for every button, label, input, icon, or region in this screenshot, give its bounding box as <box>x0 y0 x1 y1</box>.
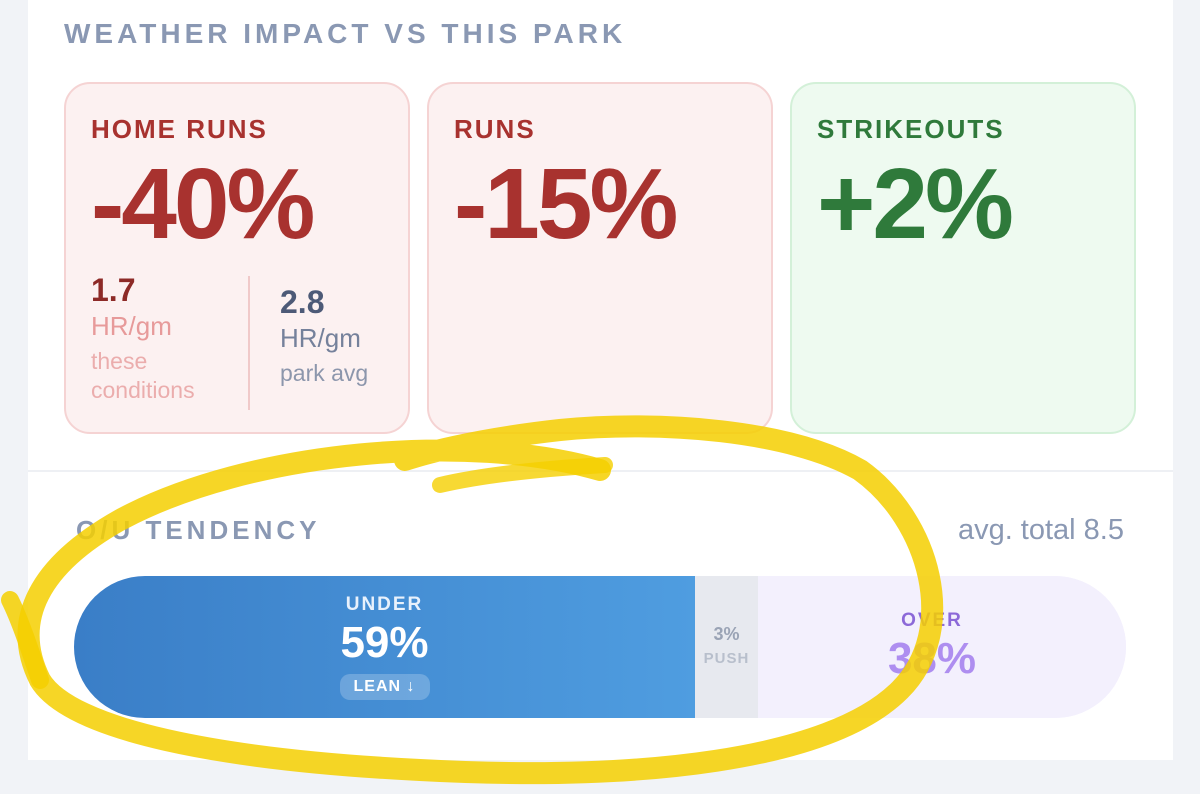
push-value: 3% <box>713 624 740 644</box>
strikeouts-tile: STRIKEOUTS +2% <box>790 82 1136 434</box>
conditions-hr-value: 1.7 <box>91 272 136 308</box>
under-value: 59% <box>340 618 429 667</box>
next-section-strip <box>28 762 1173 794</box>
runs-value: -15% <box>454 148 678 260</box>
over-label: OVER <box>901 610 963 631</box>
park-hr-unit: HR/gm <box>280 323 361 353</box>
home-runs-tile: HOME RUNS -40% 1.7 HR/gm these condition… <box>64 82 410 434</box>
runs-tile: RUNS -15% <box>427 82 773 434</box>
ou-tendency-bar: UNDER 59% LEAN ↓ 3% PUSH OVER 38% <box>74 576 1126 718</box>
lean-badge: LEAN ↓ <box>339 674 430 700</box>
conditions-stat: 1.7 HR/gm these conditions <box>91 274 221 406</box>
home-runs-label: HOME RUNS <box>91 114 268 144</box>
home-runs-value: -40% <box>91 148 315 260</box>
under-label: UNDER <box>345 594 424 615</box>
stat-divider <box>248 276 250 410</box>
park-caption: park avg <box>280 359 369 386</box>
strikeouts-value: +2% <box>817 148 1014 260</box>
conditions-caption: these conditions <box>91 347 195 404</box>
strikeouts-label: STRIKEOUTS <box>817 114 1005 144</box>
ou-tendency-title: O/U TENDENCY <box>76 515 321 545</box>
over-value: 38% <box>887 634 977 683</box>
park-hr-value: 2.8 <box>280 284 325 320</box>
runs-label: RUNS <box>454 114 536 144</box>
park-stat: 2.8 HR/gm park avg <box>280 286 410 388</box>
conditions-hr-unit: HR/gm <box>91 311 172 341</box>
ou-avg-total: avg. total 8.5 <box>957 514 1124 546</box>
over-segment: OVER 38% <box>758 576 1126 718</box>
section-divider <box>28 470 1173 472</box>
push-segment: 3% PUSH <box>695 576 758 718</box>
under-segment: UNDER 59% LEAN ↓ <box>74 576 695 718</box>
section-title: WEATHER IMPACT VS THIS PARK <box>64 18 627 49</box>
push-label: PUSH <box>703 650 750 667</box>
